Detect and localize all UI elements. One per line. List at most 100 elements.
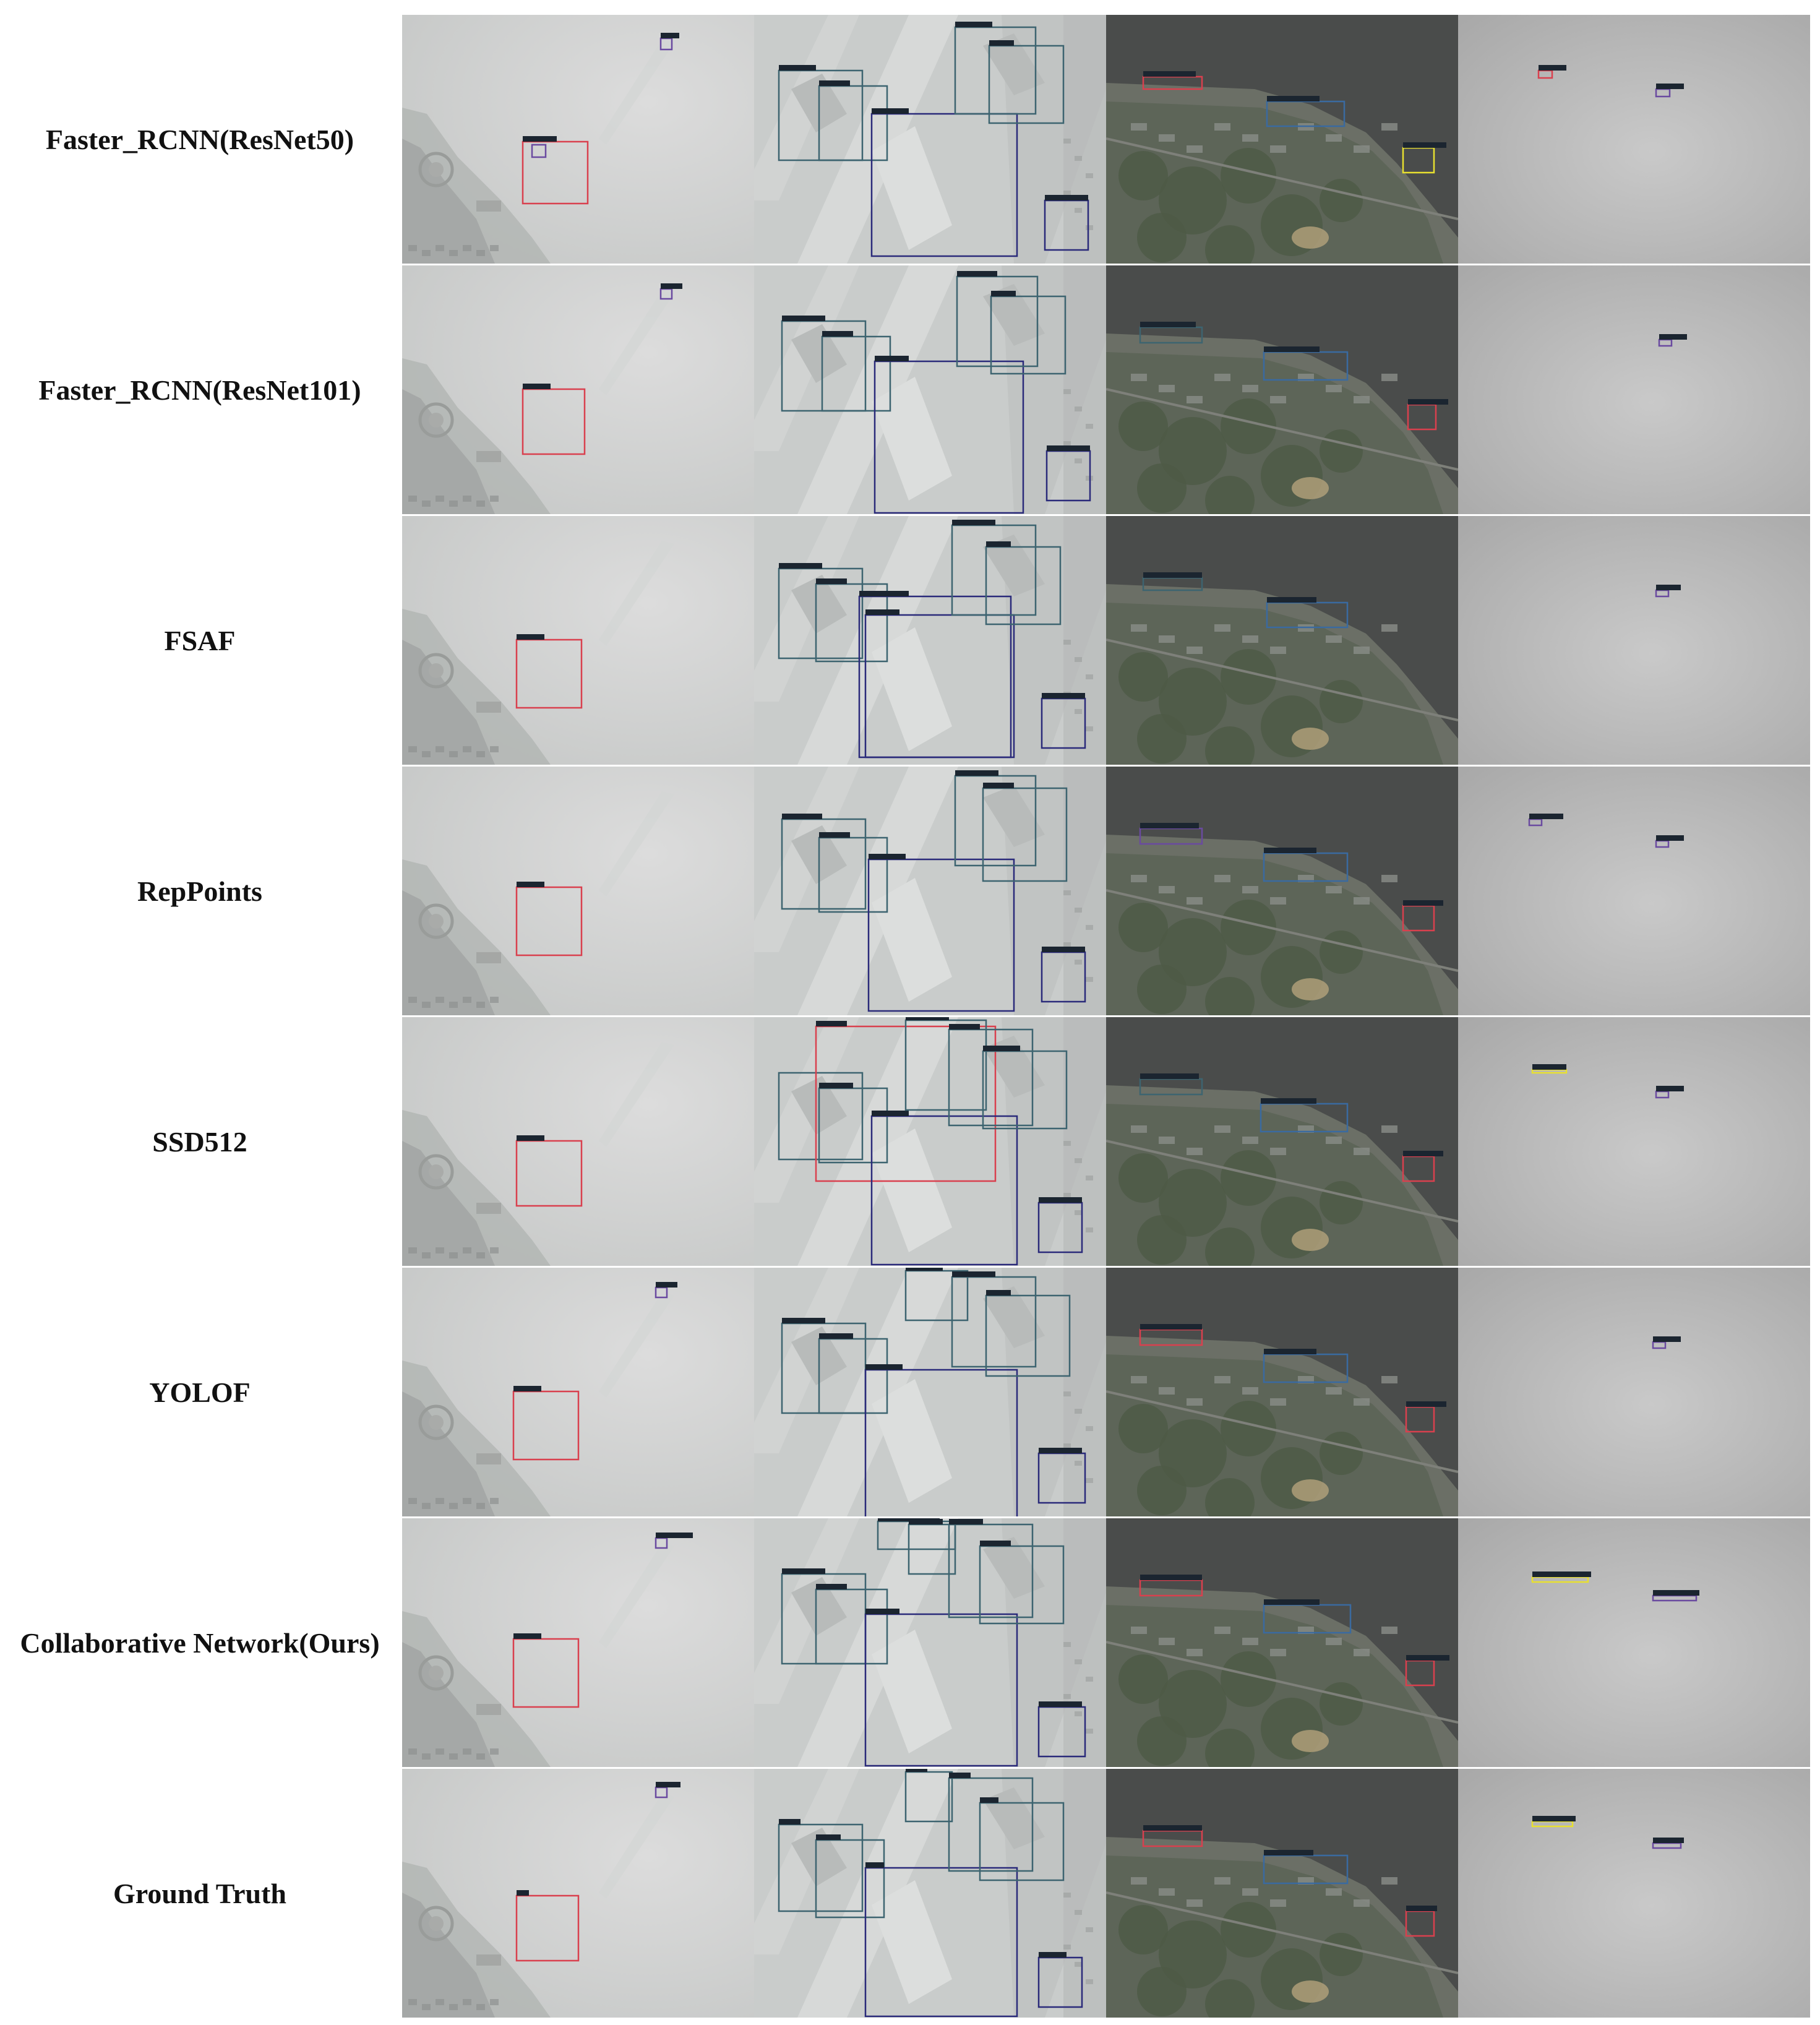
- box-label-tag: [517, 1890, 529, 1896]
- box-label-tag: [1264, 1349, 1316, 1354]
- box-label-tag: [1653, 1838, 1684, 1843]
- box-label-tag: [1529, 814, 1563, 819]
- box-label-tag: [661, 33, 679, 38]
- bounding-box: [531, 144, 547, 158]
- detection-panel: [1458, 15, 1810, 264]
- detection-panel: [1106, 767, 1458, 1015]
- box-label-tag: [819, 1083, 853, 1088]
- aerial-image: [1106, 1518, 1458, 1767]
- bounding-box: [864, 1613, 1018, 1767]
- box-label-tag: [865, 609, 899, 615]
- box-label-tag: [983, 783, 1014, 788]
- box-label-tag: [779, 1819, 801, 1825]
- bounding-box: [818, 85, 888, 161]
- bounding-box: [874, 360, 1024, 514]
- row-label: YOLOF: [149, 1376, 251, 1408]
- box-label-tag: [980, 1797, 998, 1803]
- detection-panel: [1106, 516, 1458, 765]
- box-label-tag: [872, 1111, 909, 1116]
- box-label-tag: [816, 1584, 847, 1589]
- aerial-image: [754, 516, 1106, 765]
- aerial-image: [754, 1518, 1106, 1767]
- bounding-box: [778, 1072, 864, 1161]
- box-label-tag: [1659, 334, 1687, 340]
- detection-panel: [402, 1017, 754, 1266]
- box-label-tag: [906, 1017, 949, 1020]
- box-label-tag: [1403, 1151, 1443, 1156]
- bounding-box: [515, 1894, 580, 1962]
- bounding-box: [948, 1028, 1034, 1127]
- detection-panel: [1458, 767, 1810, 1015]
- aerial-image: [754, 767, 1106, 1015]
- detection-panel: [402, 1268, 754, 1516]
- box-label-tag: [656, 1282, 677, 1288]
- aerial-image: [402, 1268, 754, 1516]
- box-label-tag: [782, 1568, 825, 1574]
- box-label-tag: [517, 1135, 544, 1141]
- bounding-box: [515, 1140, 583, 1207]
- aerial-image: [402, 15, 754, 264]
- box-label-tag: [1653, 1336, 1681, 1342]
- box-label-tag: [819, 80, 850, 86]
- box-label-tag: [779, 563, 822, 569]
- bounding-box: [988, 45, 1065, 124]
- box-label-tag: [980, 1541, 1011, 1546]
- box-label-tag: [1656, 1086, 1684, 1091]
- aerial-image: [1458, 1268, 1810, 1516]
- detection-panel: [402, 1518, 754, 1767]
- bounding-box: [979, 1545, 1065, 1625]
- box-label-tag: [1406, 1906, 1437, 1911]
- detection-panel: [402, 1769, 754, 2018]
- detection-panel: [402, 516, 754, 765]
- bounding-box: [778, 1823, 864, 1912]
- box-label-tag: [782, 814, 822, 819]
- box-label-tag: [1653, 1590, 1699, 1596]
- box-label-tag: [1532, 1571, 1591, 1577]
- box-label-tag: [865, 1862, 884, 1868]
- box-label-tag: [1267, 597, 1316, 603]
- box-label-tag: [1140, 1575, 1202, 1580]
- box-label-tag: [1039, 1701, 1082, 1707]
- box-label-tag: [1264, 1850, 1313, 1855]
- bounding-box: [982, 1050, 1068, 1130]
- row-label: Faster_RCNN(ResNet101): [38, 374, 361, 406]
- bounding-box: [864, 614, 1015, 759]
- bounding-box: [864, 1369, 1018, 1516]
- box-label-tag: [906, 1268, 943, 1271]
- aerial-image: [754, 15, 1106, 264]
- bounding-box: [870, 113, 1018, 257]
- box-label-tag: [952, 520, 995, 525]
- aerial-image: [1106, 1017, 1458, 1266]
- box-label-tag: [1039, 1197, 1082, 1203]
- bounding-box: [985, 546, 1062, 626]
- box-label-tag: [1264, 1599, 1320, 1605]
- detection-panel: [754, 265, 1106, 514]
- detection-panel: [1106, 1769, 1458, 2018]
- detection-panel: [1106, 1518, 1458, 1767]
- bounding-box: [512, 1390, 580, 1461]
- bounding-box: [870, 1115, 1018, 1266]
- detection-panel: [754, 1268, 1106, 1516]
- box-label-tag: [986, 1290, 1011, 1296]
- aerial-image: [402, 516, 754, 765]
- aerial-image: [754, 265, 1106, 514]
- box-label-tag: [991, 291, 1016, 296]
- box-label-tag: [1143, 71, 1196, 77]
- row-label: Ground Truth: [113, 1877, 286, 1909]
- box-label-tag: [816, 578, 847, 584]
- box-label-tag: [875, 356, 909, 361]
- box-label-tag: [656, 1533, 693, 1538]
- aerial-image: [754, 1769, 1106, 2018]
- box-label-tag: [782, 316, 825, 321]
- detection-panel: [1458, 1268, 1810, 1516]
- detection-panel: [1106, 1017, 1458, 1266]
- box-label-tag: [1403, 900, 1443, 906]
- bounding-box: [948, 1777, 1034, 1872]
- aerial-image: [1458, 265, 1810, 514]
- box-label-tag: [949, 1024, 980, 1030]
- row-label: Faster_RCNN(ResNet50): [45, 123, 354, 155]
- bounding-box: [815, 583, 888, 663]
- box-label-tag: [1140, 1073, 1199, 1079]
- detection-panel: [1458, 265, 1810, 514]
